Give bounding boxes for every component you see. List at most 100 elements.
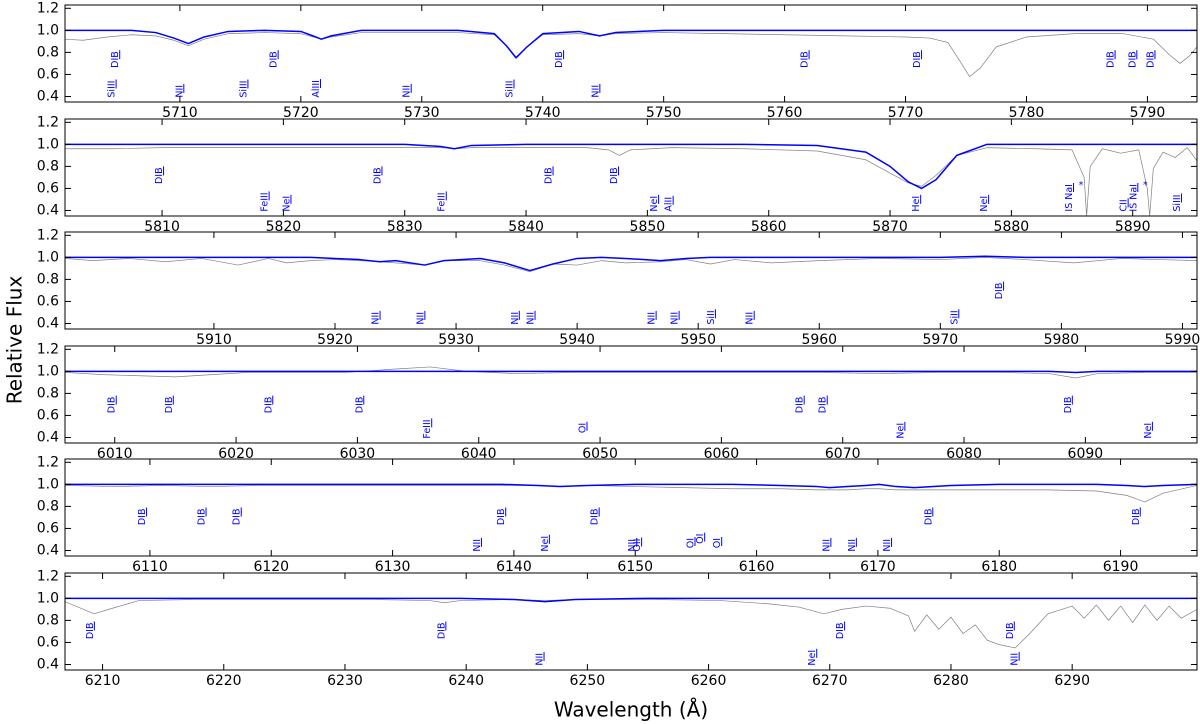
line-label: OI [578, 423, 589, 433]
y-tick-label: 0.4 [37, 656, 59, 672]
x-tick-label: 5880 [994, 219, 1030, 235]
plot-area [65, 483, 1197, 503]
x-axis-label: Wavelength (Å) [554, 698, 708, 722]
y-tick-label: 1.0 [37, 22, 59, 38]
line-label: DIB [107, 397, 118, 414]
line-label: DIB [994, 283, 1005, 300]
line-label: NeI [649, 196, 660, 212]
y-tick-label: 1.2 [37, 0, 59, 16]
line-label: FeIII [422, 419, 433, 438]
x-tick-label: 5750 [646, 105, 682, 121]
x-tick-label: 6250 [570, 673, 606, 689]
x-tick-label: 6240 [448, 673, 484, 689]
line-label: DIB [818, 397, 829, 414]
line-label: DIB [137, 508, 148, 525]
panel: 0.4 0.6 0.8 1.0 1.2 6110 6120 6130 6140 6150 6160 6… [37, 454, 1198, 575]
x-tick-label: 6260 [691, 673, 727, 689]
x-tick-label: 6010 [97, 446, 133, 462]
y-tick-label: 1.2 [37, 568, 59, 584]
y-tick-label: 0.8 [37, 385, 59, 401]
line-label: DIB [354, 397, 365, 414]
x-tick-label: 5730 [404, 105, 440, 121]
x-tick-label: 6070 [825, 446, 861, 462]
x-tick-label: 5890 [1115, 219, 1151, 235]
spectrum-line [65, 147, 1197, 216]
line-label: FeIII [437, 192, 448, 211]
x-tick-label: 5930 [438, 332, 474, 348]
line-label: SiII [706, 310, 717, 324]
line-label: AlIII [311, 80, 322, 98]
panel-frame [64, 458, 1198, 557]
line-label: DIB [1131, 508, 1142, 525]
line-label: NeI [979, 196, 990, 212]
line-label: NII [371, 312, 382, 325]
x-tick-label: 5920 [317, 332, 353, 348]
line-label: NII [627, 539, 638, 552]
spectrum-line [65, 597, 1197, 603]
line-label: DIB [1127, 51, 1138, 68]
line-label: DIB [164, 397, 175, 414]
line-label: NII [590, 85, 601, 98]
spectrum-line [65, 366, 1197, 379]
line-label: SiIII [107, 81, 118, 98]
line-label: NII [882, 539, 893, 552]
x-tick-label: 5720 [283, 105, 319, 121]
line-label: DIB [1063, 397, 1074, 414]
line-label: FeIII [260, 192, 271, 211]
x-tick-label: 5810 [144, 219, 180, 235]
y-tick-label: 1.2 [37, 227, 59, 243]
x-tick-label: 6090 [1068, 446, 1104, 462]
x-tick-label: 6130 [375, 559, 411, 575]
x-tick-label: 5970 [923, 332, 959, 348]
line-label: DIB [269, 51, 280, 68]
line-note: * [1079, 180, 1084, 191]
spectrum-line [65, 32, 1197, 77]
line-label: NeI [540, 536, 551, 552]
line-label: NII [402, 85, 413, 98]
x-tick-label: 6020 [218, 446, 254, 462]
x-tick-label: 6110 [132, 559, 168, 575]
line-label: NII [510, 312, 521, 325]
line-label: NII [670, 312, 681, 325]
line-label: DIB [590, 508, 601, 525]
x-tick-label: 6210 [85, 673, 121, 689]
spectrum-line [65, 599, 1197, 649]
x-tick-label: 6160 [739, 559, 775, 575]
y-tick-label: 1.2 [37, 454, 59, 470]
panel-frame [64, 4, 1198, 103]
spectrum-line [65, 143, 1197, 190]
x-tick-label: 5830 [387, 219, 423, 235]
line-label: AlII [664, 197, 675, 212]
panel-frame [64, 118, 1198, 217]
line-label: IS NaI [1064, 184, 1075, 212]
x-tick-label: 5850 [630, 219, 666, 235]
x-tick-label: 5980 [1044, 332, 1080, 348]
line-label: DIB [800, 51, 811, 68]
panel: 0.4 0.6 0.8 1.0 1.2 6010 6020 6030 6040 6050 6060 6… [37, 341, 1198, 462]
line-label: SiII [949, 310, 960, 324]
y-tick-label: 0.8 [37, 612, 59, 628]
line-label: OI [695, 534, 706, 544]
x-tick-label: 5840 [508, 219, 544, 235]
y-tick-label: 1.2 [37, 114, 59, 130]
spectrum-line [65, 370, 1197, 374]
x-tick-label: 6180 [981, 559, 1017, 575]
line-label: DIB [154, 167, 165, 184]
y-tick-label: 0.6 [37, 520, 59, 536]
line-label: DIB [835, 622, 846, 639]
panel: 0.4 0.6 0.8 1.0 1.2 5910 5920 5930 5940 5950 5960 5… [37, 227, 1200, 348]
x-tick-label: 5820 [266, 219, 302, 235]
line-label: DIB [1005, 622, 1016, 639]
line-label: NII [526, 312, 537, 325]
x-tick-label: 6050 [582, 446, 618, 462]
x-tick-label: 6030 [340, 446, 376, 462]
line-label: SiIII [1172, 195, 1183, 212]
x-tick-label: 6280 [933, 673, 969, 689]
x-tick-label: 5780 [1009, 105, 1045, 121]
line-label: DIB [85, 622, 96, 639]
line-label: NII [1010, 653, 1021, 666]
x-tick-label: 5960 [801, 332, 837, 348]
y-tick-label: 0.4 [37, 202, 59, 218]
x-tick-label: 5990 [1165, 332, 1200, 348]
